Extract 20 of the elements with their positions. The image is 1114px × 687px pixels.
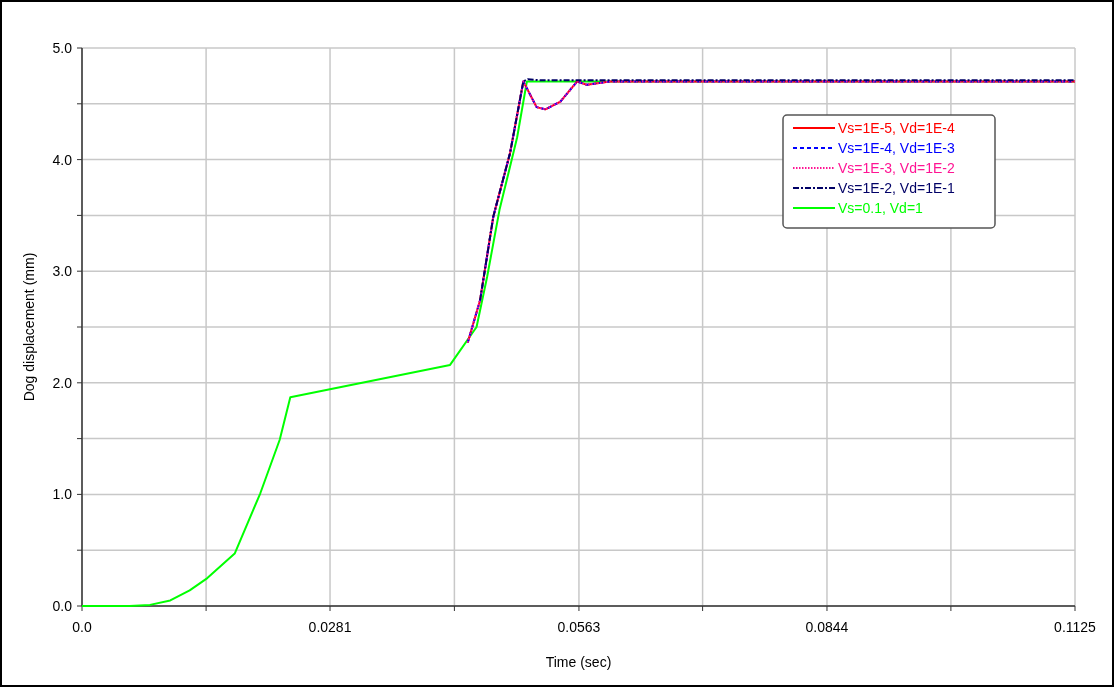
x-tick-label: 0.0844 — [805, 619, 849, 635]
line-series — [479, 78, 1076, 302]
legend-label: Vs=1E-2, Vd=1E-1 — [838, 180, 955, 196]
x-tick-label: 0.0 — [72, 619, 92, 635]
y-tick-label: 0.0 — [52, 598, 73, 614]
x-tick-label: 0.0563 — [557, 619, 601, 635]
y-tick-label: 3.0 — [52, 263, 73, 280]
line-series — [466, 80, 1076, 344]
legend-label: Vs=1E-5, Vd=1E-4 — [838, 120, 955, 136]
y-tick-label: 4.0 — [52, 151, 73, 168]
y-tick-label: 5.0 — [52, 40, 73, 56]
x-axis-title: Time (sec) — [545, 654, 612, 670]
x-tick-label: 0.1125 — [1054, 619, 1097, 635]
legend-label: Vs=1E-4, Vd=1E-3 — [838, 140, 955, 156]
y-axis-title: Dog displacement (mm) — [21, 252, 37, 402]
x-tick-label: 0.0281 — [308, 619, 352, 635]
y-tick-label: 1.0 — [52, 486, 73, 503]
legend-label: Vs=1E-3, Vd=1E-2 — [838, 160, 955, 176]
legend-label: Vs=0.1, Vd=1 — [838, 200, 924, 216]
y-tick-label: 2.0 — [52, 374, 73, 391]
